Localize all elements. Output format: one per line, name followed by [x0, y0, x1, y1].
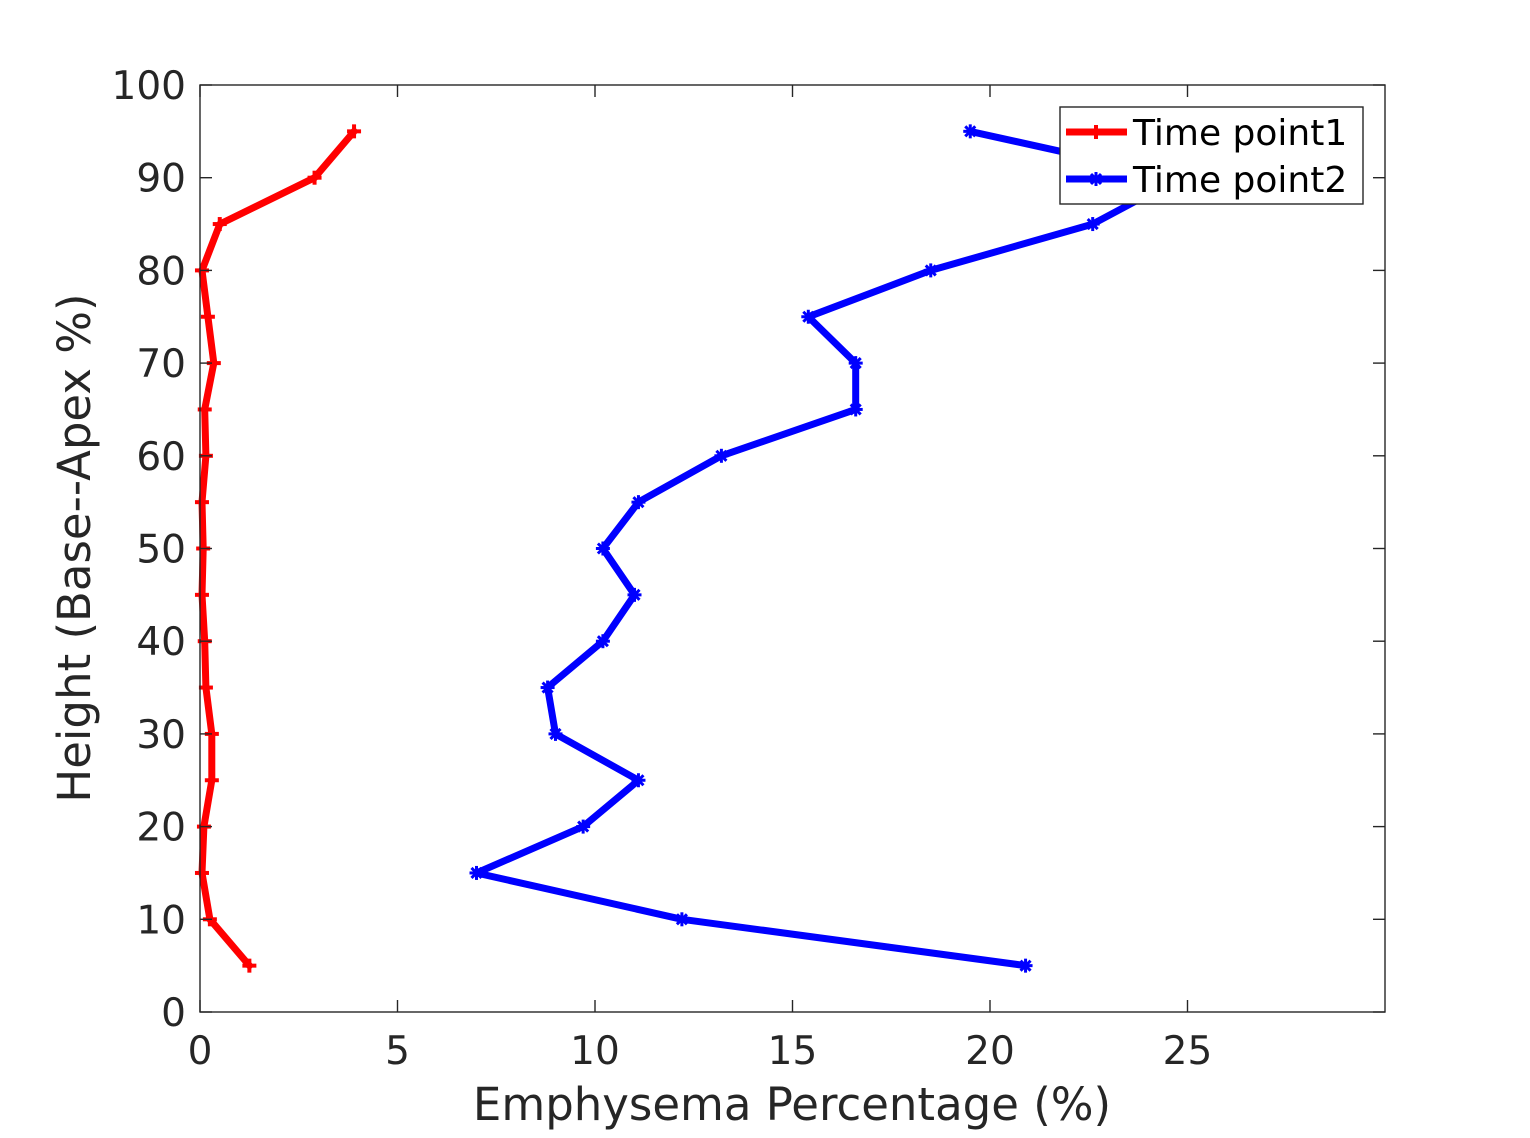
data-point-time-point2 [1018, 958, 1033, 973]
data-point-time-point2 [548, 726, 563, 741]
x-tick-label: 5 [385, 1029, 410, 1074]
series-line-time-point1 [198, 127, 358, 970]
y-tick-label: 60 [136, 435, 186, 480]
legend-entries: Time point1 Time point2 [1066, 113, 1347, 201]
legend-label-time-point2: Time point2 [1132, 160, 1347, 201]
data-point-time-point1 [307, 170, 322, 185]
data-point-time-point1 [212, 217, 227, 232]
data-point-time-point2 [631, 495, 646, 510]
data-point-time-point2 [469, 865, 484, 880]
legend-entry-time-point2: Time point2 [1066, 160, 1347, 201]
data-point-time-point2 [627, 587, 642, 602]
y-tick-label: 20 [136, 806, 186, 851]
legend-marker-time-point2 [1089, 172, 1103, 186]
data-point-time-point1 [194, 865, 209, 880]
x-tick-label: 20 [965, 1029, 1015, 1074]
y-tick-label: 50 [136, 528, 186, 573]
x-axis-title: Emphysema Percentage (%) [473, 1078, 1111, 1131]
data-point-time-point1 [194, 587, 209, 602]
y-tick-label: 0 [161, 991, 186, 1036]
data-point-time-point2 [576, 819, 591, 834]
y-tick-label: 100 [112, 64, 186, 109]
data-point-time-point2 [848, 356, 863, 371]
legend-label-time-point1: Time point1 [1132, 113, 1347, 154]
data-point-time-point2 [595, 541, 610, 556]
series-time-point2 [469, 124, 1187, 973]
data-point-time-point2 [631, 773, 646, 788]
data-point-time-point2 [923, 263, 938, 278]
legend: Time point1 Time point2 [1059, 106, 1364, 205]
y-tick-label: 80 [136, 249, 186, 294]
data-point-time-point2 [801, 309, 816, 324]
series-line-time-point2 [473, 127, 1184, 970]
data-point-time-point2 [714, 448, 729, 463]
tick-layer: 0 5 10 15 20 25 0 10 20 30 40 50 60 70 80 90 100 [112, 64, 1385, 1074]
data-point-time-point2 [674, 912, 689, 927]
x-tick-label: 0 [188, 1029, 213, 1074]
x-tick-label: 25 [1163, 1029, 1213, 1074]
data-point-time-point1 [198, 680, 213, 695]
data-point-time-point1 [194, 495, 209, 510]
y-tick-label: 90 [136, 157, 186, 202]
series-layer [194, 124, 1187, 973]
data-point-time-point2 [963, 124, 978, 139]
y-tick-label: 10 [136, 898, 186, 943]
data-point-time-point2 [848, 402, 863, 417]
y-axis-title: Height (Base--Apex %) [48, 293, 101, 802]
y-tick-label: 70 [136, 342, 186, 387]
data-point-time-point1 [200, 309, 215, 324]
data-point-time-point2 [1085, 217, 1100, 232]
x-tick-label: 15 [768, 1029, 818, 1074]
y-tick-label: 40 [136, 620, 186, 665]
data-point-time-point2 [540, 680, 555, 695]
legend-box [1059, 106, 1364, 205]
data-point-time-point2 [595, 634, 610, 649]
series-time-point1 [194, 124, 362, 973]
data-point-time-point1 [347, 124, 362, 139]
y-tick-label: 30 [136, 713, 186, 758]
legend-entry-time-point1: Time point1 [1066, 113, 1347, 154]
data-point-time-point1 [242, 958, 257, 973]
plot-frame [199, 84, 1386, 1013]
legend-marker-time-point1 [1089, 125, 1103, 139]
x-tick-label: 10 [570, 1029, 620, 1074]
data-point-time-point1 [204, 773, 219, 788]
